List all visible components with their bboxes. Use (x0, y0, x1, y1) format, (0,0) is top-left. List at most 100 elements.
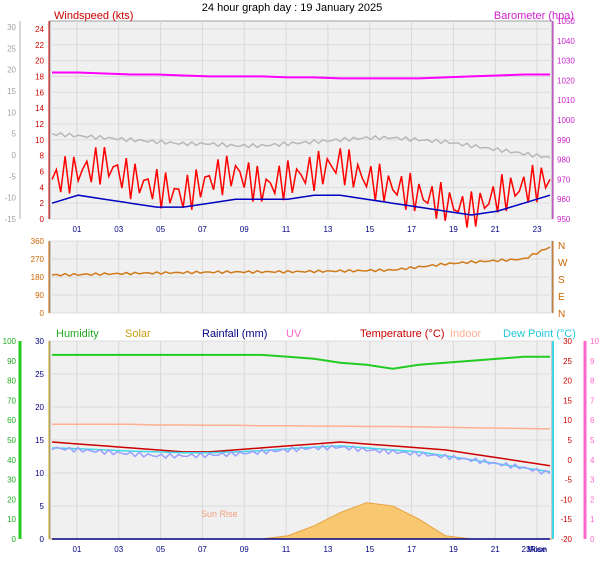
x-tick-label: 01 (72, 545, 81, 554)
direction-tick-label: 360 (31, 237, 45, 246)
x-tick-label: 09 (240, 545, 249, 554)
barometer-tick-label: 980 (557, 156, 571, 165)
uv-tick-label: 5 (590, 436, 595, 445)
uv-tick-label: 2 (590, 495, 595, 504)
x-tick-label: 21 (491, 545, 500, 554)
series-line-wind_speed (51, 146, 551, 228)
windspeed-tick-label: 20 (35, 57, 44, 66)
x-tick-label: 03 (114, 225, 123, 234)
uv-tick-label: 8 (590, 377, 595, 386)
barometer-tick-label: 1010 (557, 96, 575, 105)
left-tick-label: 5 (40, 502, 45, 511)
direction-tick-label: 0 (40, 309, 45, 318)
compass-label: N (558, 309, 565, 320)
windspeed-tick-label: 22 (35, 41, 44, 50)
temperature-tick-label: 30 (563, 337, 572, 346)
humidity-tick-label: 50 (7, 436, 16, 445)
temperature-tick-label: -10 (560, 495, 572, 504)
barometer-tick-label: 1020 (557, 76, 575, 85)
series-line-purple_trace (51, 444, 551, 476)
series-line-temperature (51, 441, 551, 467)
left-tick-label: 10 (35, 469, 44, 478)
x-tick-label: 09 (240, 225, 249, 234)
left-tick-label: 25 (35, 370, 44, 379)
direction-tick-label: 90 (35, 291, 44, 300)
outer-tick-label: 0 (12, 151, 17, 160)
compass-label: E (558, 292, 565, 303)
x-tick-label: 17 (407, 545, 416, 554)
humidity-tick-label: 100 (3, 337, 17, 346)
x-tick-label: 03 (114, 545, 123, 554)
x-tick-label: 07 (198, 545, 207, 554)
barometer-tick-label: 970 (557, 175, 571, 184)
uv-tick-label: 3 (590, 476, 595, 485)
outer-tick-label: -5 (9, 172, 17, 181)
legend-humidity: Humidity (56, 328, 99, 340)
windspeed-tick-label: 4 (40, 183, 45, 192)
x-tick-label: 23 (533, 225, 542, 234)
humidity-tick-label: 0 (12, 535, 17, 544)
windspeed-tick-label: 16 (35, 88, 44, 97)
x-tick-label: 13 (323, 225, 332, 234)
windspeed-tick-label: 2 (40, 199, 45, 208)
humidity-tick-label: 40 (7, 456, 16, 465)
barometer-tick-label: 1030 (557, 57, 575, 66)
windspeed-tick-label: 24 (35, 25, 44, 34)
outer-tick-label: 20 (7, 66, 16, 75)
x-tick-label: 11 (282, 225, 291, 234)
windspeed-tick-label: 18 (35, 72, 44, 81)
outer-tick-label: 5 (12, 130, 17, 139)
uv-tick-label: 4 (590, 456, 595, 465)
chart-title: 24 hour graph day : 19 January 2025 (202, 2, 382, 14)
x-tick-label: 11 (282, 545, 291, 554)
temperature-tick-label: -5 (565, 476, 573, 485)
series-line-wind_avg (51, 194, 551, 216)
legend-uv: UV (286, 328, 302, 340)
x-tick-label: 01 (72, 225, 81, 234)
sun-rise-label: Sun Rise (201, 509, 238, 519)
humidity-tick-label: 80 (7, 377, 16, 386)
windspeed-tick-label: 6 (40, 167, 45, 176)
outer-tick-label: -15 (4, 215, 16, 224)
legend-temperature: Temperature (°C) (360, 328, 444, 340)
x-tick-label: 13 (323, 545, 332, 554)
x-tick-label: 15 (365, 545, 374, 554)
temperature-tick-label: -15 (560, 515, 572, 524)
x-tick-label: Moon (527, 545, 547, 554)
temperature-tick-label: 5 (568, 436, 573, 445)
uv-tick-label: 0 (590, 535, 595, 544)
windspeed-tick-label: 14 (35, 104, 44, 113)
moon-rise-label: Rise (530, 545, 547, 554)
humidity-tick-label: 70 (7, 396, 16, 405)
series-line-gray_trace (51, 131, 551, 159)
windspeed-tick-label: 8 (40, 152, 45, 161)
windspeed-tick-label: 12 (35, 120, 44, 129)
uv-tick-label: 9 (590, 357, 595, 366)
left-tick-label: 15 (35, 436, 44, 445)
outer-tick-label: 30 (7, 23, 16, 32)
left-tick-label: 30 (35, 337, 44, 346)
legend-dew-point: Dew Point (°C) (503, 328, 576, 340)
uv-tick-label: 10 (590, 337, 599, 346)
series-line-humidity (52, 353, 550, 370)
windspeed-axis-label: Windspeed (kts) (54, 10, 133, 22)
x-tick-label-23-bottom: 23 (522, 545, 531, 554)
x-tick-label: 05 (156, 545, 165, 554)
compass-label: N (558, 241, 565, 252)
humidity-tick-label: 20 (7, 495, 16, 504)
barometer-tick-label: 960 (557, 195, 571, 204)
barometer-tick-label: 950 (557, 215, 571, 224)
outer-tick-label: 10 (7, 108, 16, 117)
series-line-barometer (52, 71, 550, 80)
humidity-tick-label: 10 (7, 515, 16, 524)
legend-indoor: Indoor (450, 328, 482, 340)
windspeed-tick-label: 0 (40, 215, 45, 224)
temperature-tick-label: 25 (563, 357, 572, 366)
legend-rainfall: Rainfall (mm) (202, 328, 267, 340)
x-tick-label: 19 (449, 545, 458, 554)
series-line-wind_dir (51, 246, 551, 277)
x-tick-label: 19 (449, 225, 458, 234)
direction-tick-label: 180 (31, 273, 45, 282)
temperature-tick-label: 10 (563, 416, 572, 425)
